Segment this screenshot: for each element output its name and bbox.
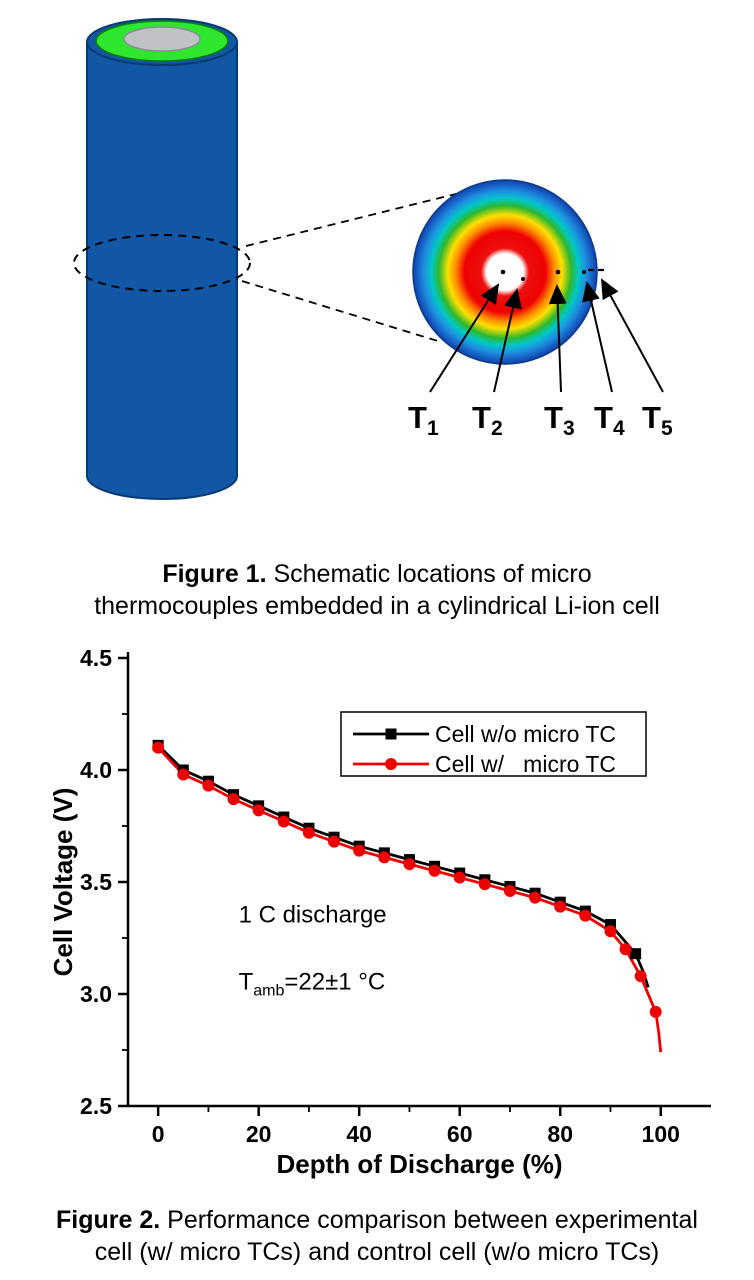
series-marker-circle — [604, 925, 617, 938]
series-marker-circle — [478, 878, 491, 891]
zoom-line-bottom — [241, 280, 442, 343]
series-marker-circle — [328, 835, 341, 848]
legend-swatch-square — [385, 728, 397, 740]
series-marker-circle — [353, 844, 366, 857]
series-marker-circle — [619, 943, 632, 956]
figure2-caption-text-1: Performance comparison between experimen… — [160, 1206, 698, 1234]
thermocouple-label-2: T2 — [472, 400, 503, 440]
series-marker-circle — [403, 858, 416, 871]
series-marker-circle — [177, 768, 190, 781]
figure1-caption-text-1: Schematic locations of micro — [266, 560, 592, 588]
figure2-caption: Figure 2. Performance comparison between… — [0, 1204, 754, 1268]
x-tick-label: 80 — [547, 1121, 573, 1147]
series-marker-circle — [252, 804, 265, 817]
legend-label-2: Cell w/ micro TC — [435, 751, 616, 777]
series-marker-circle — [554, 900, 567, 913]
figure1-diagram: T1 T2 T3 T4 T5 — [73, 18, 673, 500]
arrow-t3 — [548, 284, 567, 393]
thermocouple-arrows — [429, 278, 664, 393]
figure1-caption-text-2: thermocouples embedded in a cylindrical … — [94, 592, 660, 620]
figure2: 2.5 3.0 3.5 4.0 4.5 0 20 40 60 80 100 Depth of Disc… — [0, 645, 754, 1268]
series-marker-circle — [503, 884, 516, 897]
arrow-t2 — [493, 288, 522, 393]
x-tick-label: 60 — [447, 1121, 473, 1147]
x-tick-label: 0 — [152, 1121, 165, 1147]
series-marker-circle — [277, 815, 290, 828]
thermocouple-label-4: T4 — [594, 400, 625, 440]
figure2-caption-label: Figure 2. — [56, 1206, 161, 1234]
series-marker-circle — [302, 826, 315, 839]
series-marker-circle — [428, 864, 441, 877]
series-line-1 — [157, 744, 650, 988]
series-marker-circle — [227, 793, 240, 806]
series-marker-circle — [579, 909, 592, 922]
series-marker-circle — [649, 1005, 662, 1018]
thermocouple-label-3: T3 — [544, 400, 575, 440]
arrow-t5 — [601, 278, 664, 393]
y-tick-label: 4.5 — [80, 646, 112, 671]
y-tick-label: 3.5 — [80, 869, 112, 895]
thermocouple-dot-3 — [555, 269, 561, 275]
series-marker-circle — [152, 741, 165, 754]
series-marker-circle — [529, 891, 542, 904]
thermocouple-label-5: T5 — [642, 400, 673, 440]
series-marker-circle — [202, 779, 215, 792]
figure1: T1 T2 T3 T4 T5 Figure 1. Schematic locat… — [0, 0, 754, 622]
x-tick-label: 100 — [642, 1121, 680, 1147]
legend-label-1: Cell w/o micro TC — [435, 721, 616, 747]
thermocouple-dot-2 — [521, 277, 525, 281]
y-tick-label: 3.0 — [80, 981, 112, 1007]
thermocouple-dot-1 — [500, 269, 506, 275]
annotation-2: Tamb=22±1 °C — [239, 969, 386, 1000]
figure1-caption: Figure 1. Schematic locations of micro t… — [0, 558, 754, 622]
figure2-chart: 2.5 3.0 3.5 4.0 4.5 0 20 40 60 80 100 Depth of Disc… — [48, 645, 711, 1179]
figure2-caption-text-2: cell (w/ micro TCs) and control cell (w/… — [94, 1238, 660, 1266]
figure1-caption-label: Figure 1. — [162, 560, 267, 588]
x-tick-label: 20 — [246, 1121, 272, 1147]
series-marker-circle — [453, 871, 466, 884]
battery-cell — [86, 18, 238, 500]
thermocouple-label-1: T1 — [408, 400, 439, 440]
arrow-t1 — [429, 283, 500, 393]
battery-terminal — [123, 26, 201, 52]
y-axis-title: Cell Voltage (V) — [48, 788, 78, 977]
zoom-region-ellipse — [73, 234, 251, 292]
annotation-1: 1 C discharge — [239, 901, 387, 928]
y-tick-label: 2.5 — [80, 1093, 112, 1119]
y-tick-label: 4.0 — [80, 757, 112, 783]
series-marker-circle — [378, 851, 391, 864]
thermocouple-dot-4 — [582, 270, 586, 274]
x-tick-label: 40 — [346, 1121, 372, 1147]
battery-body — [86, 41, 238, 500]
x-axis-title: Depth of Discharge (%) — [276, 1149, 562, 1179]
series-marker-square — [630, 948, 642, 960]
thermocouple-labels: T1 T2 T3 T4 T5 — [408, 400, 673, 440]
cross-section — [412, 179, 607, 365]
arrow-t4 — [582, 281, 613, 393]
series-marker-square — [604, 919, 616, 931]
legend-swatch-circle — [385, 758, 397, 770]
series-marker-circle — [634, 970, 647, 983]
zoom-line-top — [245, 182, 501, 247]
